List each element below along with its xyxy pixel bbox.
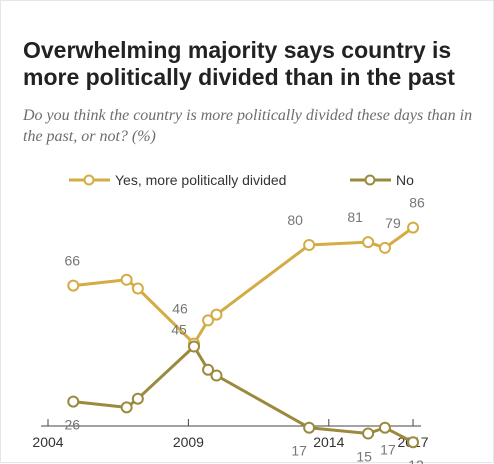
series-line [73, 347, 413, 443]
data-label: 86 [409, 195, 425, 211]
data-point [304, 240, 314, 250]
x-tick-label: 2004 [32, 434, 63, 450]
data-label: 46 [172, 301, 188, 317]
x-tick-label: 2014 [313, 434, 344, 450]
data-label: 26 [64, 417, 80, 433]
data-point [211, 310, 221, 320]
data-point [380, 243, 390, 253]
legend-label: Yes, more politically divided [115, 172, 286, 188]
data-point [408, 437, 418, 447]
data-label: 45 [171, 322, 187, 338]
legend-swatch-marker [366, 176, 375, 185]
data-point [304, 423, 314, 433]
legend-swatch-marker [85, 176, 94, 185]
data-label: 80 [287, 212, 303, 228]
data-point [189, 342, 199, 352]
data-label: 79 [385, 215, 401, 231]
x-tick-label: 2009 [173, 434, 204, 450]
legend-label: No [396, 172, 414, 188]
data-point [408, 223, 418, 233]
data-label: 17 [291, 443, 307, 459]
data-label: 15 [356, 449, 372, 464]
data-point [68, 397, 78, 407]
data-point [68, 281, 78, 291]
data-point [211, 371, 221, 381]
data-point [363, 237, 373, 247]
data-point [133, 394, 143, 404]
data-point [122, 402, 132, 412]
data-label: 17 [380, 442, 396, 458]
data-label: 81 [347, 209, 363, 225]
data-point [122, 275, 132, 285]
data-point [380, 423, 390, 433]
data-point [133, 284, 143, 294]
data-label: 66 [64, 253, 80, 269]
series-line [73, 228, 413, 344]
data-point [363, 429, 373, 439]
